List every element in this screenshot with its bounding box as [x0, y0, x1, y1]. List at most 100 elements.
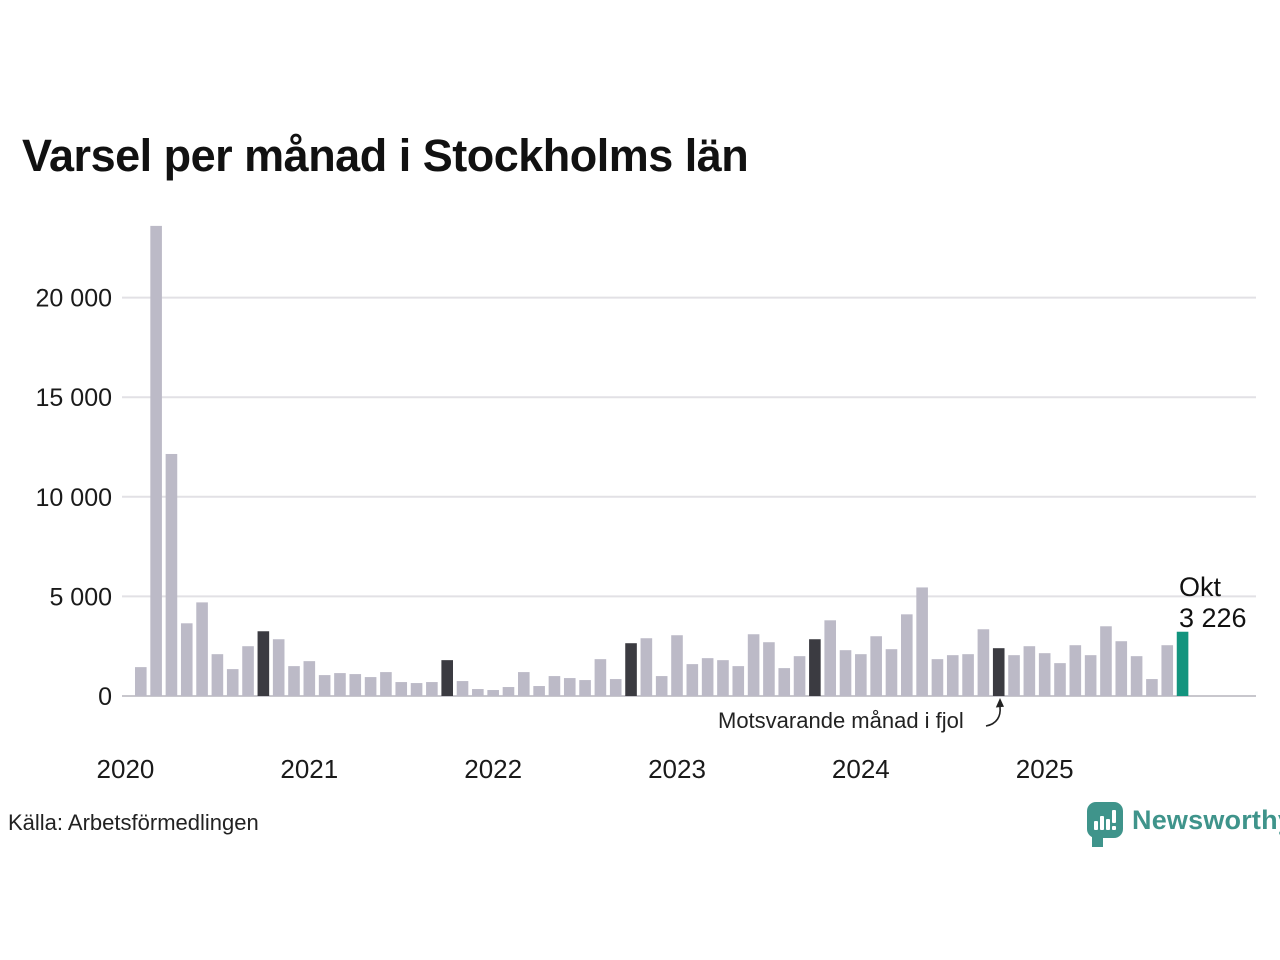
- bar-2025-08: [1146, 679, 1158, 696]
- bar-2021-11: [456, 681, 469, 696]
- bar-2020-05: [180, 623, 193, 696]
- gridlines: [122, 296, 1256, 697]
- bar-2020-04: [165, 453, 178, 696]
- bar-2025-09: [1161, 645, 1174, 696]
- bar-2023-03: [701, 658, 714, 696]
- bar-2025-02: [1054, 663, 1066, 696]
- bar-2022-02: [502, 687, 515, 696]
- x-tick-2022: 2022: [464, 754, 522, 784]
- bar-2022-12: [655, 676, 668, 696]
- bar-2024-08: [962, 654, 974, 696]
- bar-2025-04: [1084, 655, 1097, 696]
- annotation-arrow-icon: [985, 698, 1004, 727]
- bar-2025-07: [1130, 656, 1143, 696]
- bar-2023-05: [732, 666, 745, 696]
- newsworthy-bubble-icon: [1087, 802, 1123, 847]
- bar-2022-11: [640, 638, 653, 696]
- bar-2020-12: [288, 666, 300, 696]
- bar-2025-06: [1115, 641, 1128, 696]
- bar-2023-11: [824, 620, 836, 696]
- bar-2023-02: [686, 664, 699, 696]
- newsworthy-logo: Newsworthy: [1087, 802, 1280, 847]
- bar-2022-04: [533, 686, 545, 696]
- bar-2021-01: [303, 661, 316, 696]
- bar-2023-07: [763, 642, 775, 696]
- y-tick-5000: 5 000: [49, 583, 112, 611]
- bar-2024-11: [1008, 655, 1020, 696]
- bar-2022-08: [594, 659, 607, 696]
- logo-exclaim-bar: [1112, 810, 1116, 823]
- bar-2021-09: [426, 682, 438, 696]
- bar-2022-05: [548, 676, 561, 696]
- bar-2024-07: [946, 655, 959, 696]
- bar-2022-01: [487, 690, 499, 696]
- bar-2023-08: [778, 668, 791, 696]
- bar-2023-04: [717, 660, 729, 696]
- y-tick-15000: 15 000: [36, 384, 112, 412]
- bar-2024-04: [901, 614, 913, 696]
- logo-bar-1: [1094, 821, 1098, 830]
- bar-2022-09: [609, 679, 622, 696]
- bar-2020-09: [242, 646, 254, 696]
- bar-2021-04: [349, 674, 362, 696]
- bar-2021-02: [318, 675, 331, 696]
- bar-2020-08: [226, 669, 239, 696]
- bar-2023-12: [839, 650, 852, 696]
- y-tick-10000: 10 000: [36, 484, 112, 512]
- bar-2021-06: [380, 672, 392, 696]
- bar-2023-01: [671, 635, 683, 696]
- bar-2024-12: [1023, 646, 1036, 696]
- x-tick-2024: 2024: [832, 754, 890, 784]
- bar-2024-06: [931, 659, 944, 696]
- logo-exclaim-dot: [1112, 826, 1116, 830]
- bar-2021-03: [334, 673, 346, 696]
- bar-2025-10: [1176, 631, 1189, 696]
- annotation-text: Motsvarande månad i fjol: [718, 708, 964, 733]
- newsworthy-wordmark: Newsworthy: [1132, 804, 1280, 835]
- x-tick-2020: 2020: [97, 754, 155, 784]
- current-month-label: Okt 3 226: [1179, 572, 1247, 634]
- x-tick-2021: 2021: [280, 754, 338, 784]
- x-axis-labels: 2020 2021 2022 2023 2024 2025: [97, 754, 1074, 784]
- bar-2024-02: [870, 636, 882, 696]
- x-tick-2023: 2023: [648, 754, 706, 784]
- bar-2023-09: [793, 656, 806, 696]
- bar-2025-03: [1069, 645, 1082, 696]
- bar-2020-10: [257, 631, 270, 696]
- logo-bar-2: [1100, 816, 1104, 830]
- bars: [135, 225, 1189, 696]
- bar-2024-10: [992, 648, 1005, 696]
- bar-2024-09: [977, 629, 990, 696]
- bar-2020-03: [150, 225, 162, 696]
- bar-2023-06: [747, 634, 760, 696]
- chart-title: Varsel per månad i Stockholms län: [22, 130, 749, 181]
- bar-2020-07: [211, 654, 224, 696]
- bar-2022-10: [625, 643, 637, 696]
- bar-2022-07: [579, 680, 591, 696]
- y-tick-0: 0: [98, 683, 112, 711]
- source-text: Källa: Arbetsförmedlingen: [8, 810, 259, 835]
- logo-bar-3: [1106, 819, 1110, 830]
- x-tick-2025: 2025: [1016, 754, 1074, 784]
- bar-2022-03: [518, 672, 530, 696]
- bar-2020-06: [196, 602, 208, 696]
- bubble-tail: [1092, 836, 1103, 847]
- y-tick-20000: 20 000: [36, 285, 112, 313]
- bar-2022-06: [563, 678, 576, 696]
- bar-2021-12: [472, 689, 484, 696]
- current-month-value: 3 226: [1179, 603, 1247, 633]
- bar-2024-01: [855, 654, 867, 696]
- bar-2020-11: [272, 639, 285, 696]
- bar-2024-03: [885, 649, 898, 696]
- bar-2021-07: [395, 682, 408, 696]
- bar-2021-05: [364, 677, 377, 696]
- bar-2020-02: [135, 667, 147, 696]
- y-axis-labels: 0 5 000 10 000 15 000 20 000: [36, 285, 112, 711]
- bar-2025-01: [1038, 653, 1051, 696]
- bar-2024-05: [916, 587, 928, 696]
- bar-2023-10: [809, 639, 821, 696]
- bar-2021-10: [441, 660, 453, 696]
- bar-2025-05: [1100, 626, 1112, 696]
